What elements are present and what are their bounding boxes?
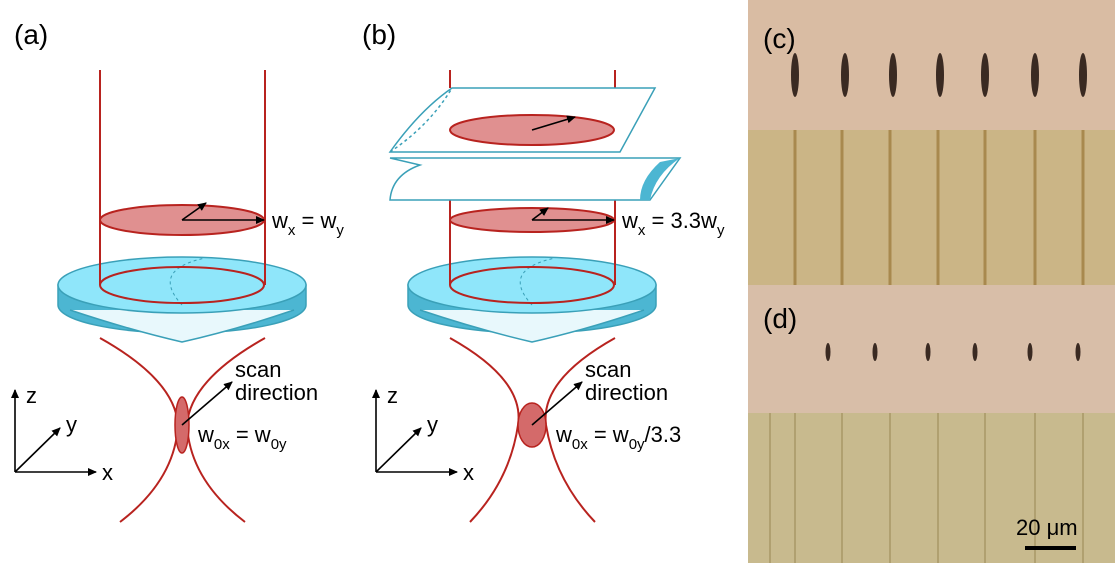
subscript: y — [717, 222, 725, 239]
pit — [1076, 343, 1081, 361]
formula: wx = wy — [271, 208, 344, 239]
cyl-lens — [390, 158, 680, 200]
scan-label: scan — [235, 357, 281, 382]
pit — [841, 53, 849, 97]
panel-label: (d) — [763, 303, 797, 334]
panel-label: (c) — [763, 23, 796, 54]
axis-y — [15, 428, 60, 472]
scan-label: scan — [585, 357, 631, 382]
formula-text: = w — [230, 422, 271, 447]
focus-curve — [100, 338, 178, 522]
panel-label: (a) — [14, 19, 48, 50]
micrographs — [748, 0, 1115, 563]
pit — [981, 53, 989, 97]
micrograph-c-bottom — [748, 130, 1115, 285]
axis-label: z — [387, 383, 398, 408]
pit — [889, 53, 897, 97]
scan-label: direction — [235, 380, 318, 405]
pit — [926, 343, 931, 361]
formula-text: w — [271, 208, 288, 233]
pit — [973, 343, 978, 361]
subscript: y — [336, 222, 344, 239]
panel-label: (b) — [362, 19, 396, 50]
subscript: 0y — [271, 436, 287, 453]
micrograph-d-bottom — [748, 413, 1115, 563]
axis-label: x — [102, 460, 113, 485]
scan-label: direction — [585, 380, 668, 405]
axis-label: y — [66, 412, 77, 437]
formula-text: = 3.3w — [645, 208, 717, 233]
formula-text: w — [197, 422, 214, 447]
formula-text: /3.3 — [645, 422, 682, 447]
subscript: 0x — [572, 436, 588, 453]
panel-b — [376, 70, 680, 522]
formula-text: = w — [588, 422, 629, 447]
axis-y — [376, 428, 421, 472]
figure: (a) (b) (c) (d) 20 μm wx = wyw0x = w0ysc… — [0, 0, 1115, 563]
formula: w0x = w0y — [197, 422, 287, 453]
scale-bar-label: 20 μm — [1016, 515, 1078, 540]
pit — [826, 343, 831, 361]
subscript: 0x — [214, 436, 230, 453]
formula: w0x = w0y/3.3 — [555, 422, 681, 453]
scan-arrow — [182, 382, 232, 425]
formula-text: w — [621, 208, 638, 233]
pit — [1031, 53, 1039, 97]
formula-text: w — [555, 422, 572, 447]
axis-label: z — [26, 383, 37, 408]
formula: wx = 3.3wy — [621, 208, 725, 239]
axis-label: y — [427, 412, 438, 437]
micrograph-d-top — [748, 285, 1115, 413]
focus-curve — [450, 338, 519, 522]
pit — [936, 53, 944, 97]
pit — [1028, 343, 1033, 361]
axis-label: x — [463, 460, 474, 485]
pit — [791, 53, 799, 97]
scan-arrow — [532, 382, 582, 425]
subscript: 0y — [629, 436, 645, 453]
pit — [1079, 53, 1087, 97]
formula-text: = w — [295, 208, 336, 233]
micrograph-c-top — [748, 0, 1115, 130]
pit — [873, 343, 878, 361]
panel-a — [15, 70, 306, 522]
